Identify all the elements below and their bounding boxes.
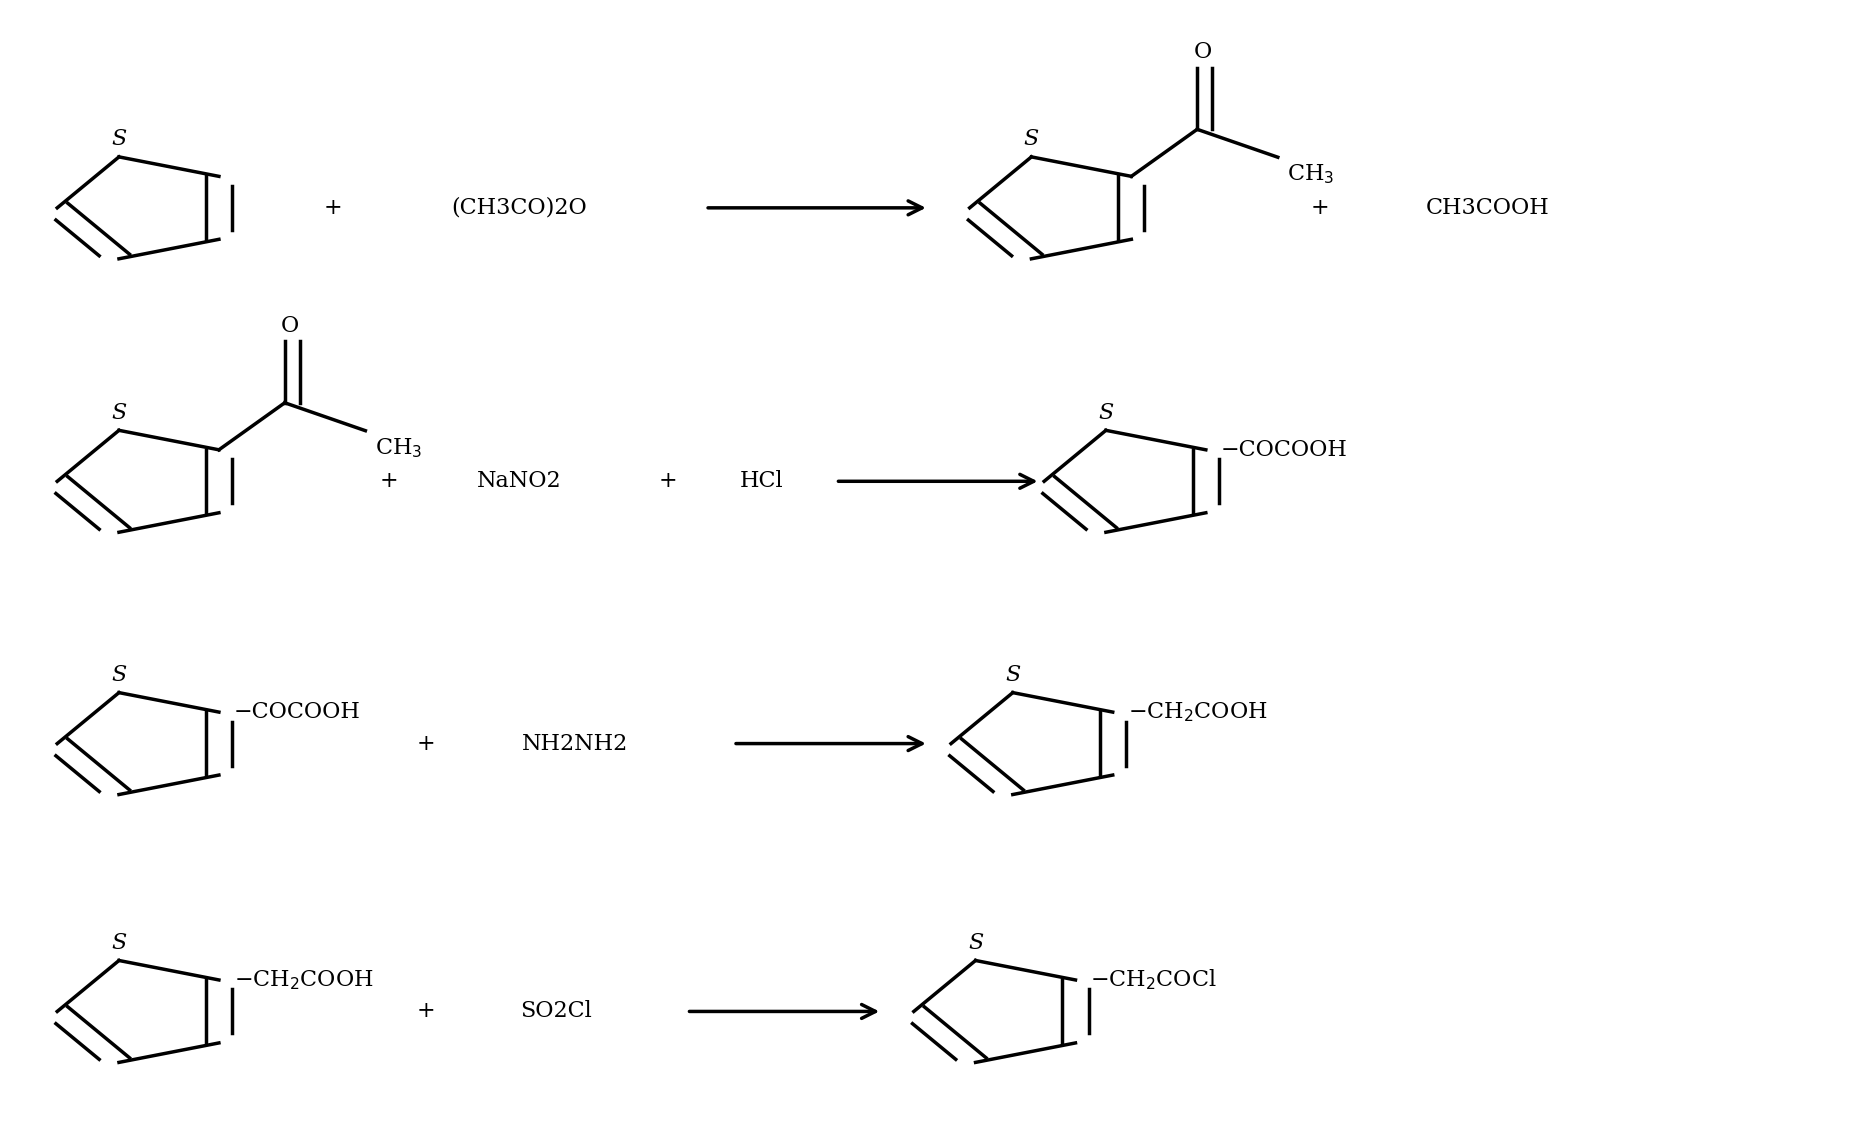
Text: −CH$_2$COCl: −CH$_2$COCl [1090, 967, 1218, 992]
Text: SO2Cl: SO2Cl [520, 1000, 593, 1023]
Text: S: S [111, 932, 126, 954]
Text: S: S [111, 664, 126, 686]
Text: +: + [658, 470, 677, 493]
Text: CH$_3$: CH$_3$ [1287, 163, 1334, 186]
Text: +: + [323, 197, 341, 219]
Text: S: S [1097, 401, 1114, 424]
Text: S: S [968, 932, 983, 954]
Text: S: S [1024, 128, 1039, 150]
Text: S: S [111, 401, 126, 424]
Text: −COCOOH: −COCOOH [234, 701, 360, 723]
Text: −COCOOH: −COCOOH [1221, 438, 1347, 461]
Text: NH2NH2: NH2NH2 [522, 732, 628, 755]
Text: +: + [379, 470, 398, 493]
Text: +: + [416, 1000, 435, 1023]
Text: NaNO2: NaNO2 [477, 470, 561, 493]
Text: −CH$_2$COOH: −CH$_2$COOH [1127, 701, 1266, 724]
Text: (CH3CO)2O: (CH3CO)2O [450, 197, 587, 219]
Text: O: O [281, 315, 300, 337]
Text: CH$_3$: CH$_3$ [375, 436, 422, 460]
Text: +: + [416, 732, 435, 755]
Text: S: S [1006, 664, 1021, 686]
Text: HCl: HCl [739, 470, 782, 493]
Text: CH3COOH: CH3COOH [1426, 197, 1550, 219]
Text: +: + [1311, 197, 1328, 219]
Text: −CH$_2$COOH: −CH$_2$COOH [234, 968, 373, 992]
Text: O: O [1193, 42, 1212, 63]
Text: S: S [111, 128, 126, 150]
